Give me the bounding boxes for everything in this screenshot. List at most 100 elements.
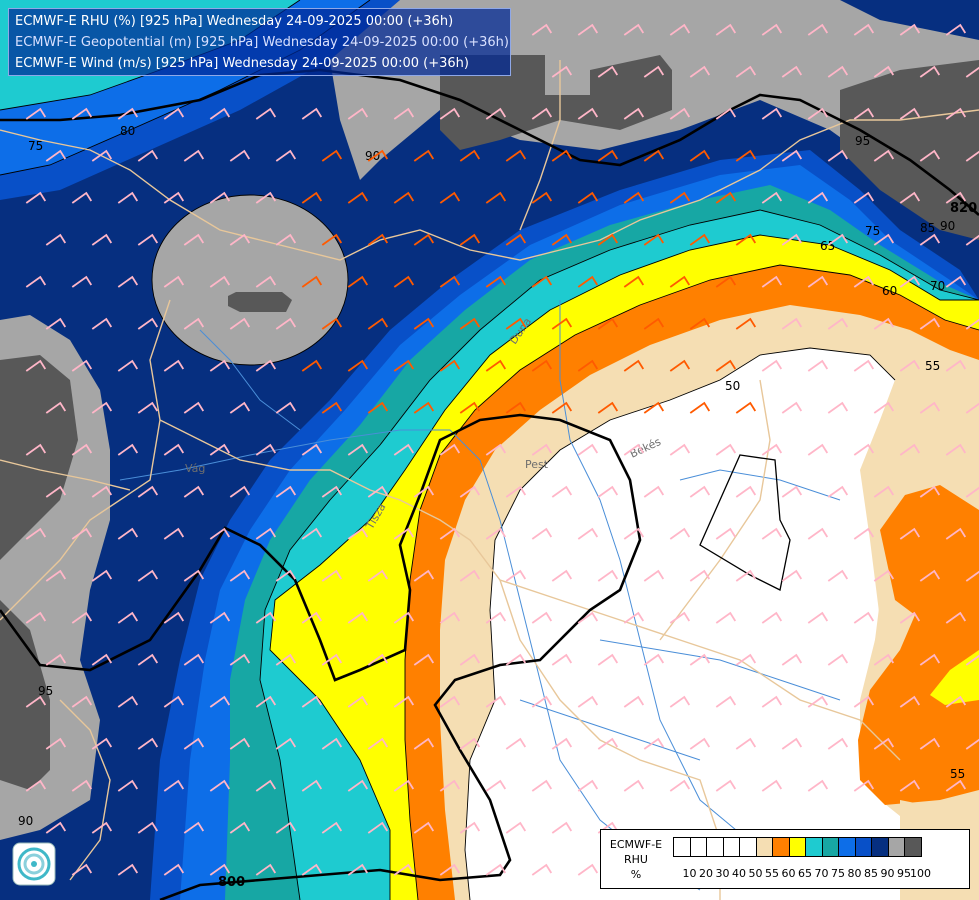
wind-barb xyxy=(807,695,829,708)
wind-barb xyxy=(853,443,875,456)
legend-swatch xyxy=(805,837,823,857)
wind-barb xyxy=(439,191,461,204)
wind-barb xyxy=(137,653,159,666)
wind-barb xyxy=(669,359,691,372)
wind-barb xyxy=(899,443,921,456)
wind-barb xyxy=(873,485,895,498)
wind-barb xyxy=(853,275,875,288)
wind-barb xyxy=(137,317,159,330)
legend-swatch xyxy=(821,837,839,857)
wind-barb xyxy=(505,569,527,582)
rhu-navy-corner-northeast xyxy=(840,0,979,40)
wind-barb xyxy=(735,737,757,750)
header-geopotential-line: ECMWF-E Geopotential (m) [925 hPa] Wedne… xyxy=(15,35,509,50)
wind-barb xyxy=(367,317,389,330)
contour-label-50-center: 50 xyxy=(725,379,740,393)
rhu-100-patch-circle xyxy=(228,292,292,312)
wind-barb xyxy=(459,233,481,246)
wind-barb xyxy=(413,401,435,414)
wind-barb xyxy=(781,233,803,246)
wind-barb xyxy=(209,443,231,456)
wind-barb xyxy=(715,527,737,540)
geopotential-label-820: 820 xyxy=(950,201,977,216)
wind-barb xyxy=(807,23,829,36)
wind-barb xyxy=(367,737,389,750)
wind-barb xyxy=(965,738,979,750)
wind-barb xyxy=(91,401,113,414)
wind-barb xyxy=(183,401,205,414)
wind-barb xyxy=(367,233,389,246)
wind-barb xyxy=(163,695,185,708)
wind-barb xyxy=(137,737,159,750)
wind-barb xyxy=(347,191,369,204)
wind-barb xyxy=(485,359,507,372)
wind-barb xyxy=(71,695,93,708)
rhu-100-area-west xyxy=(0,355,78,560)
wind-barb xyxy=(505,233,527,246)
wind-barb xyxy=(25,359,47,372)
wind-barb xyxy=(413,317,435,330)
wind-barb xyxy=(689,149,711,162)
wind-barb xyxy=(899,23,921,36)
wind-barb xyxy=(531,359,553,372)
wind-barb xyxy=(577,359,599,372)
wind-barb xyxy=(669,527,691,540)
wind-barb xyxy=(255,443,277,456)
wind-barb xyxy=(301,779,323,792)
wind-barb xyxy=(301,611,323,624)
wind-barb xyxy=(735,485,757,498)
contour-label-95-sw: 95 xyxy=(38,684,53,698)
wind-barb xyxy=(275,653,297,666)
geopotential-label-800: 800 xyxy=(218,875,245,890)
wind-barb xyxy=(715,191,737,204)
wind-barb xyxy=(551,65,573,78)
wind-barb xyxy=(689,401,711,414)
wind-barb xyxy=(413,233,435,246)
wind-barb xyxy=(643,233,665,246)
wind-barb xyxy=(209,863,231,876)
wind-barb xyxy=(735,149,757,162)
wind-barb xyxy=(137,233,159,246)
wind-barb xyxy=(71,443,93,456)
wind-barb xyxy=(321,485,343,498)
wind-barb xyxy=(255,779,277,792)
wind-barb xyxy=(393,191,415,204)
wind-barb xyxy=(735,317,757,330)
wind-barb xyxy=(321,317,343,330)
contour-label-80-nw: 80 xyxy=(120,124,135,138)
wind-barb xyxy=(71,275,93,288)
wind-barb xyxy=(577,275,599,288)
wind-barb xyxy=(485,863,507,876)
wind-barb xyxy=(761,443,783,456)
wind-barb xyxy=(25,443,47,456)
wind-barb xyxy=(347,443,369,456)
wind-barb xyxy=(459,317,481,330)
wind-barb xyxy=(413,149,435,162)
wind-barb xyxy=(715,107,737,120)
wind-barb xyxy=(209,191,231,204)
wind-barb xyxy=(807,779,829,792)
wind-barb xyxy=(965,66,979,78)
wind-barb xyxy=(689,737,711,750)
wind-barb xyxy=(689,317,711,330)
wind-barb xyxy=(255,191,277,204)
wind-barb xyxy=(531,191,553,204)
legend-tick-label: 85 xyxy=(864,867,878,880)
legend-tick-label: 65 xyxy=(798,867,812,880)
legend-title: ECMWF-E RHU % xyxy=(605,837,667,882)
wind-barb xyxy=(459,401,481,414)
wind-barb xyxy=(853,23,875,36)
wind-barb xyxy=(761,779,783,792)
wind-barb xyxy=(91,485,113,498)
wind-barb xyxy=(393,695,415,708)
legend-tick-label: 75 xyxy=(831,867,845,880)
wind-barb xyxy=(183,737,205,750)
wind-barb xyxy=(623,695,645,708)
wind-barb xyxy=(485,275,507,288)
wind-barb xyxy=(347,863,369,876)
wind-barb xyxy=(735,233,757,246)
wind-barb xyxy=(209,611,231,624)
wind-barb xyxy=(45,821,67,834)
wind-barb xyxy=(531,695,553,708)
wind-barb xyxy=(807,107,829,120)
